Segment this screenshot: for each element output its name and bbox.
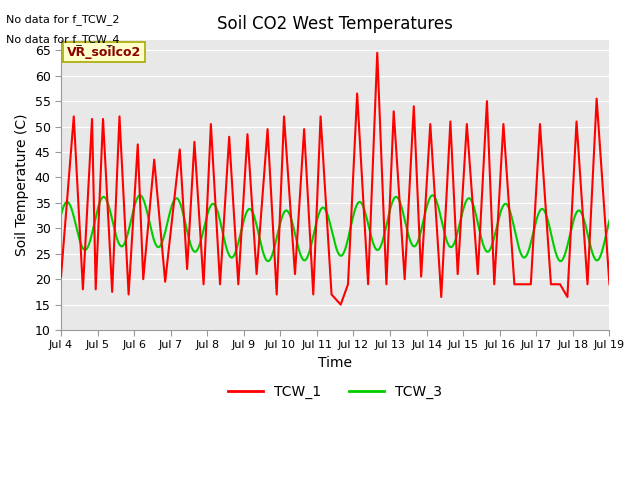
TCW_1 bbox=[57, 274, 65, 279]
TCW_3 bbox=[113, 236, 121, 241]
TCW_3 bbox=[557, 258, 564, 264]
TCW_3 bbox=[495, 215, 503, 220]
TCW_3 bbox=[57, 212, 65, 218]
Line: TCW_3: TCW_3 bbox=[61, 195, 609, 261]
TCW_1 bbox=[183, 266, 191, 272]
TCW_3 bbox=[300, 257, 307, 263]
TCW_1 bbox=[244, 132, 252, 137]
TCW_1 bbox=[161, 279, 169, 285]
Y-axis label: Soil Temperature (C): Soil Temperature (C) bbox=[15, 114, 29, 256]
TCW_1 bbox=[373, 50, 381, 56]
Legend: TCW_1, TCW_3: TCW_1, TCW_3 bbox=[223, 379, 447, 404]
X-axis label: Time: Time bbox=[318, 356, 352, 370]
TCW_1 bbox=[547, 281, 555, 287]
TCW_3 bbox=[605, 217, 613, 223]
TCW_1 bbox=[605, 281, 613, 287]
TCW_1 bbox=[353, 91, 361, 96]
TCW_1 bbox=[401, 276, 408, 282]
Text: No data for f_TCW_4: No data for f_TCW_4 bbox=[6, 34, 120, 45]
Text: VR_soilco2: VR_soilco2 bbox=[67, 46, 141, 59]
TCW_3 bbox=[280, 211, 287, 216]
Line: TCW_1: TCW_1 bbox=[61, 53, 609, 305]
Text: No data for f_TCW_2: No data for f_TCW_2 bbox=[6, 14, 120, 25]
TCW_3 bbox=[136, 192, 144, 198]
TCW_3 bbox=[435, 204, 442, 209]
TCW_3 bbox=[485, 248, 493, 254]
Title: Soil CO2 West Temperatures: Soil CO2 West Temperatures bbox=[217, 15, 453, 33]
TCW_1 bbox=[337, 302, 344, 308]
